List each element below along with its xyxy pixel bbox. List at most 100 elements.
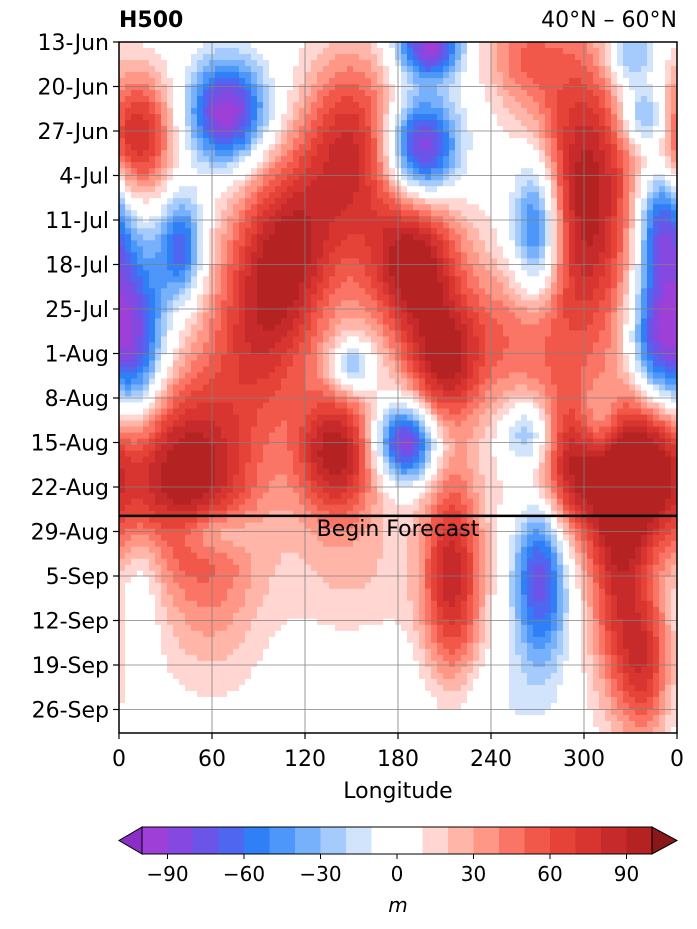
heatmap-cell	[353, 204, 360, 211]
heatmap-cell	[527, 270, 534, 277]
heatmap-cell	[431, 306, 438, 313]
heatmap-cell	[221, 318, 228, 326]
heatmap-cell	[473, 150, 480, 157]
heatmap-cell	[263, 288, 270, 295]
heatmap-cell	[119, 216, 126, 223]
heatmap-cell	[437, 258, 444, 265]
heatmap-cell	[365, 288, 372, 295]
heatmap-cell	[401, 54, 408, 61]
heatmap-cell	[269, 300, 276, 307]
heatmap-cell	[545, 204, 552, 211]
heatmap-cell	[593, 78, 600, 85]
heatmap-cell	[533, 216, 540, 223]
heatmap-cell	[533, 180, 540, 187]
heatmap-cell	[593, 162, 600, 169]
heatmap-cell	[167, 270, 174, 277]
heatmap-cell	[353, 132, 360, 139]
heatmap-cell	[371, 42, 378, 49]
heatmap-cell	[425, 336, 432, 344]
heatmap-cell	[437, 324, 444, 332]
heatmap-cell	[671, 294, 677, 301]
heatmap-cell	[377, 102, 384, 109]
heatmap-cell	[239, 342, 246, 350]
heatmap-cell	[623, 150, 630, 157]
heatmap-cell	[425, 72, 432, 79]
heatmap-cell	[215, 348, 222, 356]
heatmap-cell	[569, 324, 576, 332]
heatmap-cell	[149, 306, 156, 313]
heatmap-cell	[407, 78, 414, 85]
heatmap-cell	[359, 132, 366, 139]
heatmap-cell	[515, 48, 522, 55]
heatmap-cell	[359, 204, 366, 211]
heatmap-cell	[299, 108, 306, 115]
heatmap-cell	[563, 66, 570, 73]
heatmap-cell	[149, 60, 156, 67]
heatmap-cell	[137, 138, 144, 145]
heatmap-cell	[377, 312, 384, 319]
heatmap-cell	[371, 336, 378, 344]
heatmap-cell	[227, 48, 234, 55]
heatmap-cell	[263, 282, 270, 289]
heatmap-cell	[335, 144, 342, 151]
heatmap-cell	[515, 324, 522, 332]
heatmap-cell	[185, 342, 192, 350]
heatmap-cell	[329, 222, 336, 229]
heatmap-cell	[419, 240, 426, 247]
heatmap-cell	[425, 84, 432, 91]
heatmap-cell	[641, 120, 648, 127]
heatmap-cell	[503, 246, 510, 253]
heatmap-cell	[425, 300, 432, 307]
heatmap-cell	[491, 168, 498, 175]
heatmap-cell	[275, 42, 282, 49]
heatmap-cell	[359, 222, 366, 229]
heatmap-cell	[503, 210, 510, 217]
heatmap-cell	[377, 270, 384, 277]
heatmap-cell	[671, 114, 677, 121]
heatmap-cell	[227, 276, 234, 283]
heatmap-cell	[479, 354, 486, 362]
heatmap-cell	[119, 198, 126, 205]
heatmap-cell	[197, 54, 204, 61]
heatmap-cell	[227, 294, 234, 301]
heatmap-cell	[539, 276, 546, 283]
heatmap-cell	[329, 186, 336, 193]
heatmap-cell	[263, 168, 270, 175]
heatmap-cell	[509, 204, 516, 211]
heatmap-cell	[629, 240, 636, 247]
heatmap-cell	[671, 192, 677, 199]
heatmap-cell	[587, 240, 594, 247]
heatmap-cell	[635, 318, 642, 326]
heatmap-cell	[473, 186, 480, 193]
heatmap-cell	[527, 204, 534, 211]
heatmap-cell	[479, 84, 486, 91]
heatmap-cell	[143, 54, 150, 61]
heatmap-cell	[305, 300, 312, 307]
heatmap-cell	[545, 132, 552, 139]
heatmap-cell	[179, 216, 186, 223]
heatmap-cell	[503, 48, 510, 55]
heatmap-cell	[299, 120, 306, 127]
heatmap-cell	[515, 102, 522, 109]
heatmap-cell	[647, 132, 654, 139]
heatmap-cell	[401, 210, 408, 217]
heatmap-cell	[587, 174, 594, 181]
heatmap-cell	[521, 54, 528, 61]
heatmap-cell	[179, 108, 186, 115]
heatmap-cell	[599, 288, 606, 295]
heatmap-cell	[521, 264, 528, 271]
heatmap-cell	[293, 90, 300, 97]
heatmap-cell	[419, 162, 426, 169]
heatmap-cell	[599, 252, 606, 259]
heatmap-cell	[407, 246, 414, 253]
heatmap-cell	[119, 84, 126, 91]
heatmap-cell	[341, 78, 348, 85]
heatmap-cell	[353, 198, 360, 205]
heatmap-cell	[299, 252, 306, 259]
heatmap-cell	[437, 246, 444, 253]
heatmap-cell	[593, 120, 600, 127]
heatmap-cell	[605, 252, 612, 259]
heatmap-cell	[119, 150, 126, 157]
heatmap-cell	[317, 360, 324, 368]
heatmap-cell	[431, 186, 438, 193]
